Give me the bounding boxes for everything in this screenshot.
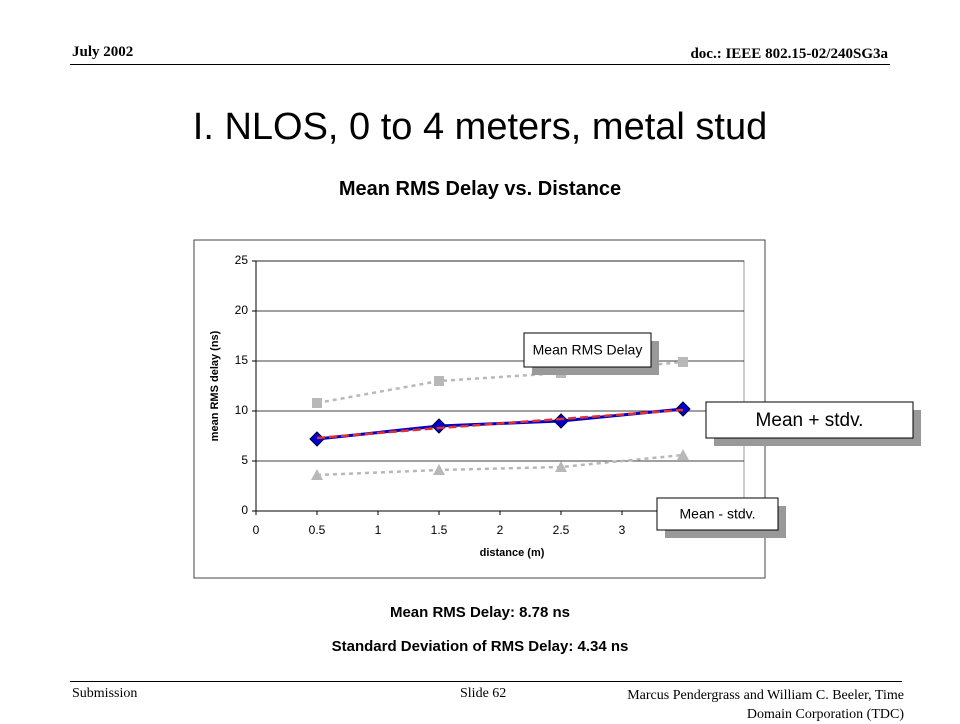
- header-rule: [70, 64, 890, 65]
- y-tick-label: 10: [235, 403, 249, 417]
- point: [433, 464, 445, 475]
- stat-mean: Mean RMS Delay: 8.78 ns: [389, 604, 571, 621]
- footer-author: Marcus Pendergrass and William C. Beeler…: [627, 688, 904, 722]
- series-line: [316, 408, 684, 440]
- header-doc: doc.: IEEE 802.15-02/240SG3a: [690, 46, 888, 62]
- header-date: July 2002: [72, 44, 134, 60]
- point: [677, 449, 689, 460]
- chart-title: Mean RMS Delay vs. Distance: [338, 178, 622, 200]
- x-tick-label: 2: [497, 523, 504, 537]
- x-tick-label: 3: [619, 523, 626, 537]
- callout-label: Mean - stdv.: [680, 506, 756, 522]
- point: [312, 398, 322, 408]
- x-tick-label: 2.5: [553, 523, 570, 537]
- slide-title: I. NLOS, 0 to 4 meters, metal stud: [192, 106, 768, 148]
- point: [311, 469, 323, 480]
- callout-box: [705, 401, 914, 439]
- x-tick-label: 0.5: [309, 523, 326, 537]
- y-tick-label: 15: [235, 353, 249, 367]
- y-tick-label: 0: [241, 503, 248, 517]
- callout-label: Mean RMS Delay: [533, 342, 643, 358]
- point: [431, 418, 447, 434]
- footer-slide: Slide 62: [460, 686, 507, 701]
- point: [434, 376, 444, 386]
- y-tick-label: 25: [235, 253, 249, 267]
- y-tick-label: 5: [241, 453, 248, 467]
- series-line: [316, 453, 684, 477]
- x-tick-label: 0: [253, 523, 260, 537]
- y-tick-label: 20: [235, 303, 249, 317]
- point: [555, 461, 567, 472]
- callout-label: Mean + stdv.: [756, 410, 864, 431]
- footer-rule: [70, 681, 902, 682]
- point: [678, 357, 688, 367]
- callout-box: [523, 332, 652, 368]
- x-tick-label: 1.5: [431, 523, 448, 537]
- point: [675, 401, 691, 417]
- x-axis-label: distance (m): [480, 547, 545, 559]
- footer-left: Submission: [72, 686, 138, 701]
- y-axis-label: mean RMS delay (ns): [209, 330, 221, 441]
- x-tick-label: 1: [375, 523, 382, 537]
- plot-area: [255, 260, 745, 512]
- callout-box: [656, 497, 779, 531]
- stat-stdv: Standard Deviation of RMS Delay: 4.34 ns: [331, 638, 629, 655]
